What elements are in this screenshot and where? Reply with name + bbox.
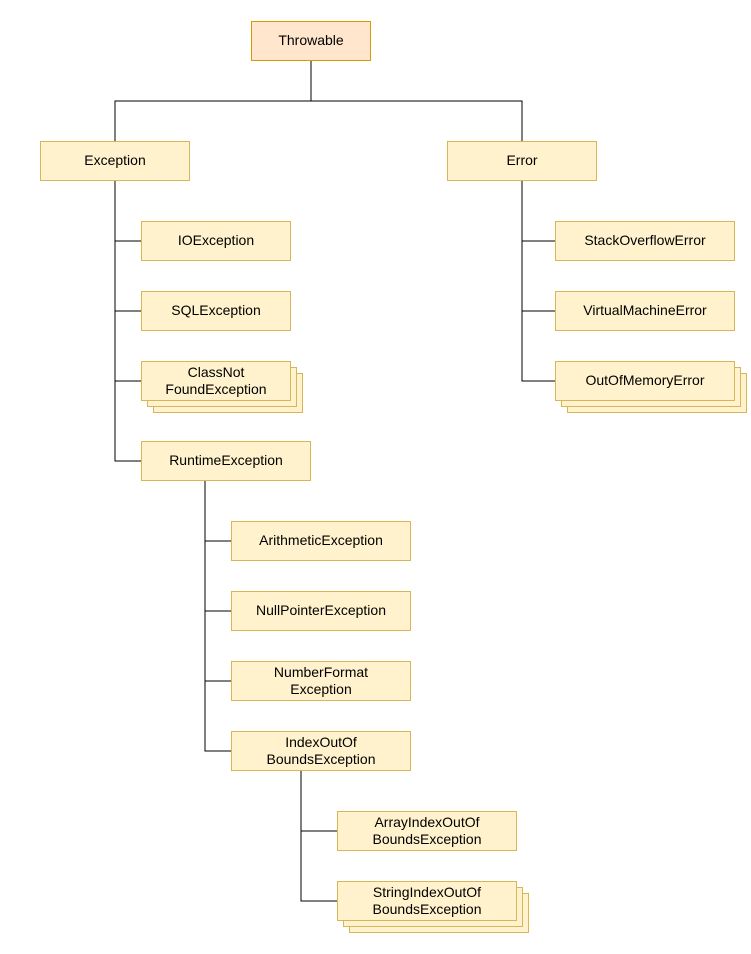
edge-exception-sqlexception (115, 181, 141, 311)
edge-error-stackoverflow (522, 181, 555, 241)
edge-throwable-exception (115, 61, 311, 141)
node-label: NullPointerException (256, 602, 386, 620)
node-label: RuntimeException (169, 452, 283, 470)
node-label: StringIndexOutOf BoundsException (373, 884, 482, 919)
edge-throwable-error (311, 61, 522, 141)
edge-runtimeexception-numberformat (205, 481, 231, 681)
node-label: Throwable (278, 32, 343, 50)
node-classnotfound: ClassNot FoundException (141, 361, 291, 401)
node-label: IndexOutOf BoundsException (267, 734, 376, 769)
node-label: ArithmeticException (259, 532, 383, 550)
edge-error-virtualmachine (522, 181, 555, 311)
node-label: Error (506, 152, 537, 170)
node-label: VirtualMachineError (583, 302, 706, 320)
node-runtimeexception: RuntimeException (141, 441, 311, 481)
node-arrayindex: ArrayIndexOutOf BoundsException (337, 811, 517, 851)
node-throwable: Throwable (251, 21, 371, 61)
node-virtualmachine: VirtualMachineError (555, 291, 735, 331)
edge-runtimeexception-indexoutofbounds (205, 481, 231, 751)
node-sqlexception: SQLException (141, 291, 291, 331)
node-label: SQLException (171, 302, 261, 320)
edge-runtimeexception-arithmetic (205, 481, 231, 541)
node-ioexception: IOException (141, 221, 291, 261)
node-label: ClassNot FoundException (165, 364, 266, 399)
node-label: NumberFormat Exception (274, 664, 368, 699)
edge-exception-classnotfound (115, 181, 141, 381)
node-outofmemory: OutOfMemoryError (555, 361, 735, 401)
node-indexoutofbounds: IndexOutOf BoundsException (231, 731, 411, 771)
edge-runtimeexception-nullpointer (205, 481, 231, 611)
node-stringindex: StringIndexOutOf BoundsException (337, 881, 517, 921)
node-exception: Exception (40, 141, 190, 181)
node-label: IOException (178, 232, 254, 250)
node-nullpointer: NullPointerException (231, 591, 411, 631)
node-error: Error (447, 141, 597, 181)
node-label: OutOfMemoryError (585, 372, 704, 390)
node-stackoverflow: StackOverflowError (555, 221, 735, 261)
node-label: StackOverflowError (584, 232, 705, 250)
edge-indexoutofbounds-arrayindex (301, 771, 337, 831)
edge-indexoutofbounds-stringindex (301, 771, 337, 901)
diagram-canvas: Throwable Exception Error IOException SQLExc… (0, 0, 751, 954)
edge-error-outofmemory (522, 181, 555, 381)
node-arithmetic: ArithmeticException (231, 521, 411, 561)
edge-exception-runtimeexception (115, 181, 141, 461)
node-label: ArrayIndexOutOf BoundsException (373, 814, 482, 849)
node-numberformat: NumberFormat Exception (231, 661, 411, 701)
node-label: Exception (84, 152, 145, 170)
edge-exception-ioexception (115, 181, 141, 241)
